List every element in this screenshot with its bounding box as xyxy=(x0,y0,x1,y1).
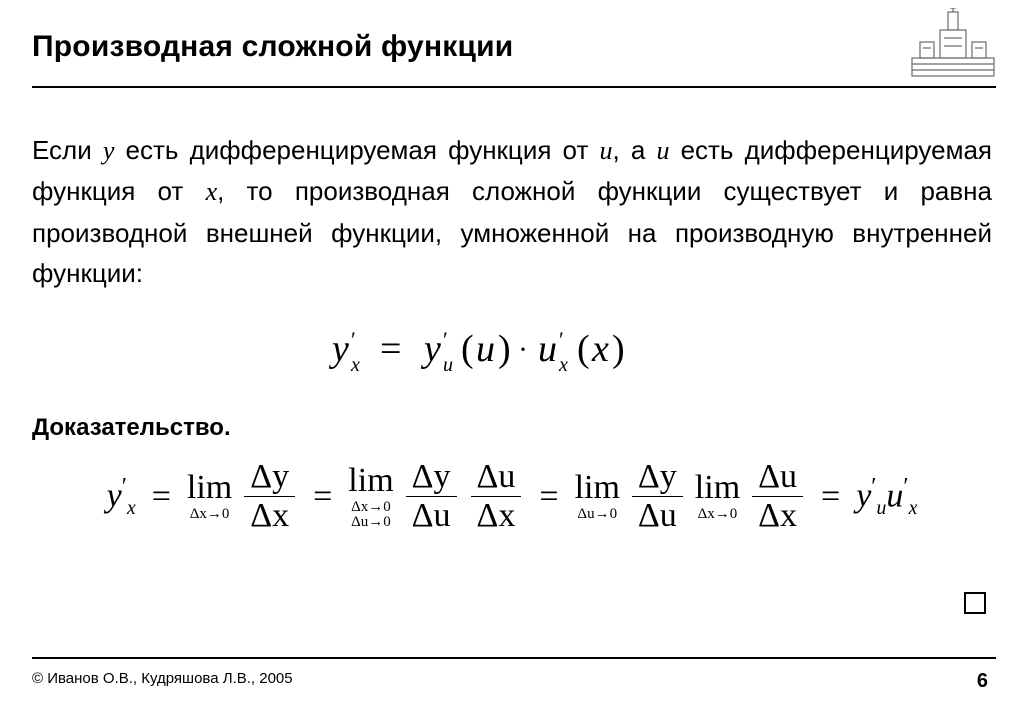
svg-text:y: y xyxy=(328,328,349,370)
sx: x xyxy=(909,497,918,519)
svg-text:=: = xyxy=(380,328,401,370)
theorem-text: Если y есть дифференцируемая функция от … xyxy=(32,130,992,293)
ls: Δx→0 xyxy=(698,507,738,522)
text-1: Если xyxy=(32,135,103,165)
lw: lim xyxy=(575,471,620,505)
den: Δu xyxy=(632,496,683,533)
sub-x: x xyxy=(127,497,136,519)
frac2a: Δy Δu xyxy=(404,460,459,533)
msu-logo xyxy=(910,8,996,80)
ls: Δu→0 xyxy=(577,507,617,522)
svg-text:x: x xyxy=(350,354,360,376)
proof-label: Доказательство. xyxy=(32,414,992,442)
svg-text:′: ′ xyxy=(559,327,564,352)
var-x: x xyxy=(206,177,218,206)
svg-text:·: · xyxy=(518,333,528,366)
main-formula: y ′ x = y ′ u ( u ) · u ′ x ( x ) xyxy=(32,321,992,386)
su: u xyxy=(877,497,887,519)
num: Δu xyxy=(471,460,522,496)
lim3: lim Δu→0 xyxy=(575,471,620,522)
lim1: lim Δx→0 xyxy=(187,471,232,522)
ls1: Δx→0 xyxy=(351,500,391,515)
y: y xyxy=(107,477,122,514)
lw: lim xyxy=(695,471,740,505)
svg-text:u: u xyxy=(476,328,495,370)
num: Δy xyxy=(632,460,683,496)
svg-text:(: ( xyxy=(461,328,474,370)
title-divider xyxy=(32,86,996,88)
den: Δx xyxy=(471,496,522,533)
prime: ′ xyxy=(122,474,127,500)
eq3: = xyxy=(533,478,564,516)
frac3: Δy Δu xyxy=(630,460,685,533)
p2: ′ xyxy=(903,474,908,500)
u: u xyxy=(886,477,903,514)
lim4: lim Δx→0 xyxy=(695,471,740,522)
qed-box xyxy=(964,592,986,614)
proof-formula: y′x = lim Δx→0 Δy Δx = lim Δx→0 Δu→0 Δy … xyxy=(32,460,992,533)
lim2: lim Δx→0 Δu→0 xyxy=(348,464,393,530)
eq2: = xyxy=(307,478,338,516)
num: Δy xyxy=(244,460,295,496)
svg-text:u: u xyxy=(443,354,453,376)
svg-text:′: ′ xyxy=(351,327,356,352)
page-number: 6 xyxy=(977,670,988,693)
proof-rhs: y′uu′x xyxy=(856,474,917,520)
lw: lim xyxy=(348,464,393,498)
footer-divider xyxy=(32,657,996,659)
var-y: y xyxy=(103,136,115,165)
den: Δx xyxy=(244,496,295,533)
svg-text:′: ′ xyxy=(443,327,448,352)
svg-text:): ) xyxy=(612,328,625,370)
text-2: есть дифференцируемая функция от xyxy=(114,135,599,165)
var-u1: u xyxy=(599,136,612,165)
num: Δy xyxy=(406,460,457,496)
body: Если y есть дифференцируемая функция от … xyxy=(32,130,992,533)
frac2b: Δu Δx xyxy=(469,460,524,533)
num: Δu xyxy=(752,460,803,496)
ls2: Δu→0 xyxy=(351,515,391,530)
lim-sub: Δx→0 xyxy=(190,507,230,522)
proof-lhs: y′x xyxy=(107,474,136,520)
eq4: = xyxy=(815,478,846,516)
copyright: © Иванов О.В., Кудряшова Л.В., 2005 xyxy=(32,670,293,687)
p1: ′ xyxy=(871,474,876,500)
den: Δu xyxy=(406,496,457,533)
svg-text:u: u xyxy=(538,328,557,370)
y: y xyxy=(856,477,871,514)
svg-text:x: x xyxy=(558,354,568,376)
header: Производная сложной функции xyxy=(0,0,1024,64)
lim-word: lim xyxy=(187,471,232,505)
svg-text:y: y xyxy=(420,328,441,370)
frac4: Δu Δx xyxy=(750,460,805,533)
svg-text:x: x xyxy=(591,328,609,370)
slide: Производная сложной функции xyxy=(0,0,1024,709)
svg-text:): ) xyxy=(498,328,511,370)
eq1: = xyxy=(146,478,177,516)
den: Δx xyxy=(752,496,803,533)
frac1: Δy Δx xyxy=(242,460,297,533)
text-3: , а xyxy=(612,135,656,165)
svg-text:(: ( xyxy=(577,328,590,370)
var-u2: u xyxy=(656,136,669,165)
slide-title: Производная сложной функции xyxy=(32,30,992,64)
